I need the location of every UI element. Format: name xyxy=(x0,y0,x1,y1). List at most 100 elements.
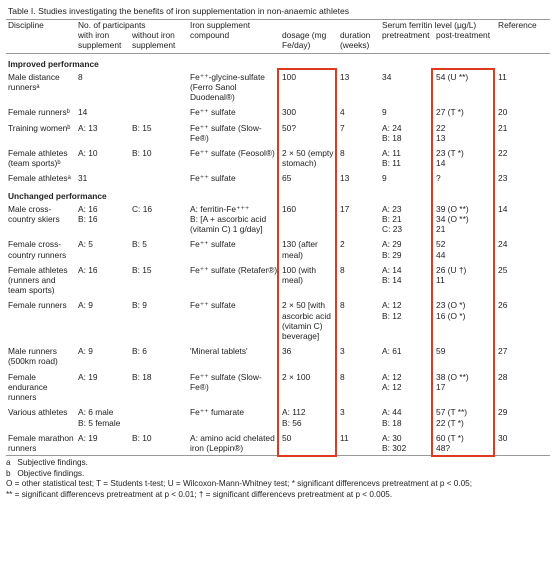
footnote: O = other statistical test; T = Students… xyxy=(6,479,472,489)
cell: 23 (O *) 16 (O *) xyxy=(436,300,466,321)
header-cell: Reference xyxy=(498,20,537,30)
cell: 23 xyxy=(498,173,508,184)
cell: 8 xyxy=(340,371,345,382)
section-label: Unchanged performance xyxy=(8,190,107,201)
data-row: Male runners (500km road) A: 9 B: 6 'Minera… xyxy=(6,343,550,368)
cell: A: 44 B: 18 xyxy=(382,407,402,428)
cell: 27 (T *) xyxy=(436,107,464,118)
cell: Training womenᵇ xyxy=(8,122,71,133)
cell: 23 (T *) 14 xyxy=(436,148,464,169)
cell: 8 xyxy=(340,264,345,275)
cell: Fe⁺⁺ sulfate xyxy=(190,173,236,184)
data-row: Female cross-country runners A: 5 B: 5 Fe⁺⁺… xyxy=(6,236,550,261)
cell: 28 xyxy=(498,371,508,382)
cell: A: amino acid chelated iron (Leppin®) xyxy=(188,429,280,457)
cell: A: 14 B: 14 xyxy=(382,264,402,286)
cell: A: 29 B: 29 xyxy=(382,239,402,260)
cell: Female cross-country runners xyxy=(8,239,67,260)
cell: 3 xyxy=(340,407,345,418)
cell: 11 xyxy=(338,429,381,457)
header-cell: pretreatment xyxy=(380,30,435,54)
cell: A: 5 xyxy=(78,239,93,250)
section-label: Improved performance xyxy=(8,58,99,69)
cell: B: 18 xyxy=(132,371,152,382)
cell: 8 xyxy=(340,148,345,159)
header-cell: with iron supplement xyxy=(76,30,130,54)
cell: 300 xyxy=(282,107,296,118)
section-row: Unchanged performance xyxy=(6,186,550,201)
cell: 100 (with meal) xyxy=(282,264,316,286)
data-row: Female runnersᵇ 14 Fe⁺⁺ sulfate 300 4 9 27 (T … xyxy=(6,104,550,119)
cell: A: 6 male B: 5 female xyxy=(78,407,121,428)
cell: 2 × 50 (empty stomach) xyxy=(282,148,334,169)
cell: 7 xyxy=(340,122,345,133)
header-row: with iron supplement without iron supplem… xyxy=(6,30,551,54)
cell: Male runners (500km road) xyxy=(8,346,58,367)
cell: A: 19 xyxy=(78,371,98,382)
cell: 26 (U †) 11 xyxy=(436,264,467,286)
header-cell xyxy=(6,30,76,54)
cell: Fe⁺⁺-glycine-sulfate (Ferro Sanol Duoden… xyxy=(190,71,265,103)
cell: A: 16 B: 16 xyxy=(78,203,98,225)
header-cell xyxy=(496,30,551,54)
cell: B: 6 xyxy=(132,346,147,357)
cell: 60 (T *) 48? xyxy=(434,429,497,457)
data-row: Male distance runnersᵃ 8 Fe⁺⁺-glycine-sulf… xyxy=(6,69,550,105)
data-row: Female endurance runners A: 19 B: 18 Fe⁺⁺ s… xyxy=(6,369,550,405)
cell: Female marathon runners xyxy=(6,429,76,457)
header-cell: Discipline xyxy=(8,20,44,30)
cell: A: 23 B: 21 C: 23 xyxy=(382,203,403,235)
cell: 50? xyxy=(282,122,296,133)
cell: A: 112 B: 56 xyxy=(282,407,306,428)
cell: 2 xyxy=(340,239,345,250)
cell: A: 12 A: 12 xyxy=(382,371,402,392)
cell: B: 5 xyxy=(132,239,147,250)
cell: Fe⁺⁺ fumarate xyxy=(190,407,244,418)
highlight-box xyxy=(431,67,496,457)
document: Table I. Studies investigating the benef… xyxy=(6,4,551,500)
cell: Fe⁺⁺ sulfate (Retafer®) xyxy=(190,264,278,275)
table: Discipline No. of participants Iron supple… xyxy=(6,20,551,457)
footnote: ** = significant differencevs pretreatme… xyxy=(6,489,393,499)
cell: B: 10 xyxy=(132,148,152,159)
cell: 2 × 100 xyxy=(282,371,311,382)
header-cell: without iron supplement xyxy=(130,30,188,54)
cell: A: 11 B: 11 xyxy=(382,148,401,169)
cell: A: 19 xyxy=(76,429,130,457)
cell: Female athletes (runners and team sports… xyxy=(8,264,68,296)
cell: 27 xyxy=(498,346,508,357)
cell: Female athletes (team sports)ᵇ xyxy=(8,148,68,169)
cell: A: 9 xyxy=(78,300,93,311)
cell: 22 xyxy=(498,148,508,159)
header-cell: Serum ferritin level (μg/L) xyxy=(382,20,477,30)
cell: A: ferritin-Fe⁺⁺⁺ B: [A + ascorbic acid … xyxy=(190,203,267,235)
header-cell: compound xyxy=(188,30,280,54)
cell xyxy=(130,404,188,429)
cell: 100 xyxy=(282,71,296,82)
cell: Female runners xyxy=(8,300,67,311)
cell: 59 xyxy=(436,346,446,357)
cell: B: 10 xyxy=(130,429,188,457)
data-row: Female runners A: 9 B: 9 Fe⁺⁺ sulfate 2 × 50… xyxy=(6,297,550,343)
cell: 13 xyxy=(340,71,350,82)
cell: Male distance runnersᵃ xyxy=(8,71,60,93)
cell: 160 xyxy=(282,203,296,214)
cell: 29 xyxy=(498,407,508,418)
cell: 9 xyxy=(382,173,387,184)
cell: A: 30 B: 302 xyxy=(380,429,435,457)
cell: B: 9 xyxy=(132,300,147,311)
cell: Female endurance runners xyxy=(8,371,48,403)
data-row: Female marathon runners A: 19 B: 10 A: amin… xyxy=(6,429,551,457)
cell: A: 13 xyxy=(78,122,98,133)
footnotes: a Subjective findings. b Objective findin… xyxy=(6,458,550,500)
cell: Fe⁺⁺ sulfate (Slow-Fe®) xyxy=(190,371,262,392)
cell: Fe⁺⁺ sulfate (Slow-Fe®) xyxy=(190,122,262,143)
cell: A: 9 xyxy=(78,346,93,357)
cell: A: 10 xyxy=(78,148,98,159)
cell: 14 xyxy=(498,203,508,214)
cell xyxy=(130,170,188,185)
highlight-box xyxy=(277,67,337,457)
cell: 36 xyxy=(282,346,292,357)
cell: 34 xyxy=(382,71,392,82)
